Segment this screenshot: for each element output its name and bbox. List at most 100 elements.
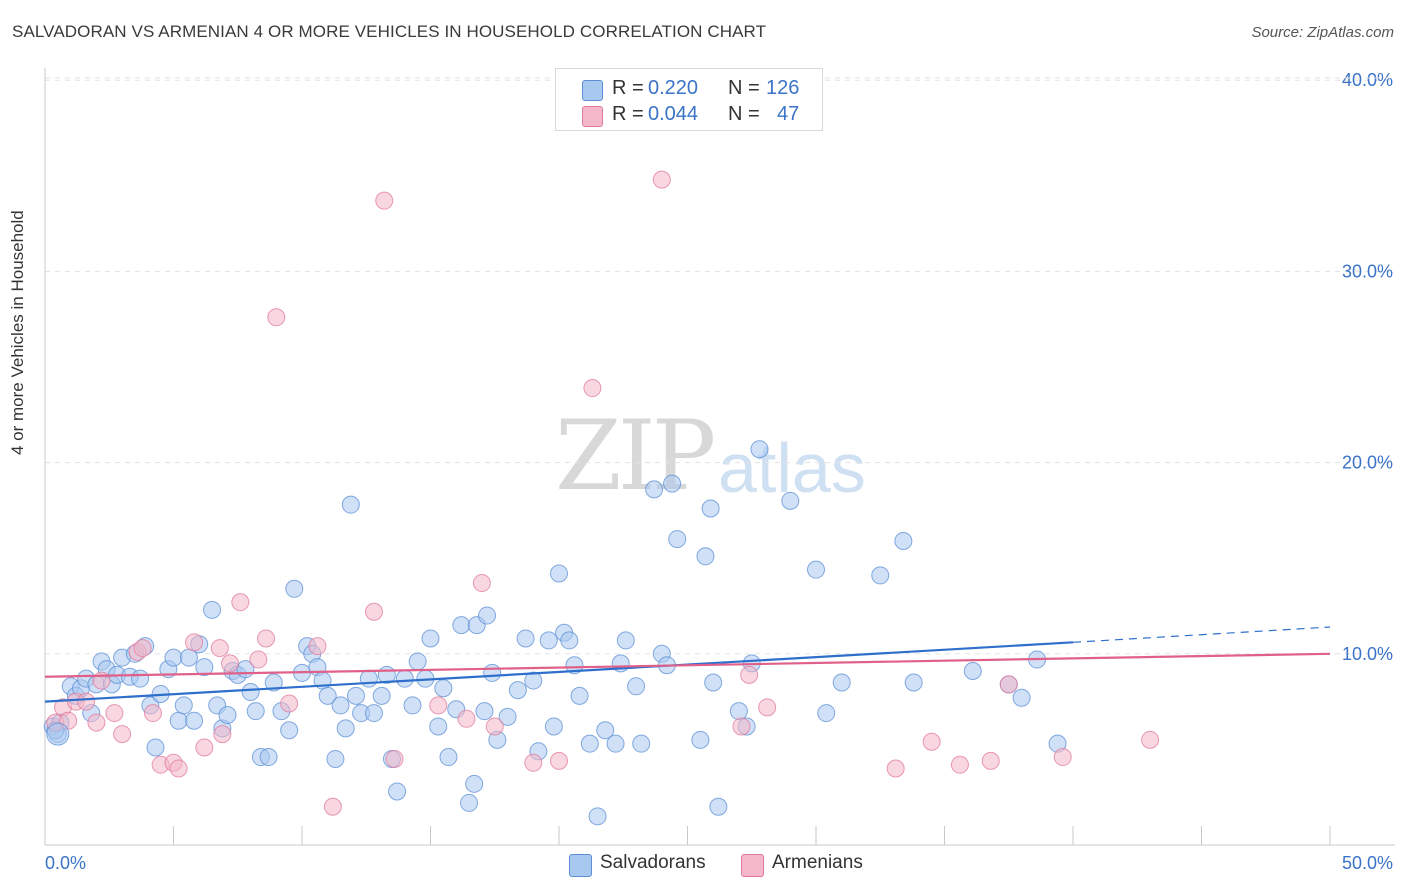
salvadoran-point	[544, 717, 563, 736]
armenian-point	[210, 639, 229, 658]
armenian-point	[221, 654, 240, 673]
armenian-point	[922, 732, 941, 751]
armenian-point	[308, 637, 327, 656]
armenian-point	[485, 717, 504, 736]
salvadoran-point	[963, 662, 982, 681]
armenian-point	[981, 751, 1000, 770]
salvadoran-point	[341, 495, 360, 514]
legend-swatch-salvadorans	[582, 80, 603, 101]
bottom-legend-swatch-salvadorans	[569, 854, 592, 877]
salvadoran-point	[596, 721, 615, 740]
armenian-point	[375, 191, 394, 210]
salvadoran-point	[241, 683, 260, 702]
y-tick-label: 30.0%	[1342, 261, 1393, 281]
salvadoran-point	[359, 669, 378, 688]
salvadoran-trend-line	[44, 641, 1074, 703]
salvadoran-point	[832, 673, 851, 692]
salvadoran-point	[627, 677, 646, 696]
legend-swatch-armenians	[582, 106, 603, 127]
armenian-point	[143, 704, 162, 723]
armenian-point	[472, 574, 491, 593]
chart-source: Source: ZipAtlas.com	[1251, 24, 1394, 41]
legend-r-value: 0.220	[648, 77, 699, 99]
x-tick-label: 0.0%	[45, 853, 86, 873]
salvadoran-trend-line-extension	[1072, 626, 1331, 643]
armenian-point	[195, 738, 214, 757]
salvadoran-point	[1012, 688, 1031, 707]
salvadoran-point	[580, 734, 599, 753]
armenian-point	[524, 753, 543, 772]
salvadoran-point	[218, 705, 237, 724]
salvadoran-point	[565, 656, 584, 675]
salvadoran-point	[701, 499, 720, 518]
armenian-point	[583, 379, 602, 398]
salvadoran-point	[668, 530, 687, 549]
salvadoran-point	[465, 774, 484, 793]
salvadoran-point	[516, 629, 535, 648]
salvadoran-point	[388, 782, 407, 801]
salvadoran-point	[318, 686, 337, 705]
salvadoran-point	[691, 730, 710, 749]
y-tick-label: 20.0%	[1342, 453, 1393, 473]
salvadoran-point	[421, 629, 440, 648]
armenian-point	[886, 759, 905, 778]
armenian-point	[267, 308, 286, 327]
salvadoran-point	[478, 606, 497, 625]
armenian-point	[1141, 730, 1160, 749]
salvadoran-point	[439, 748, 458, 767]
salvadoran-point	[483, 663, 502, 682]
armenian-point	[429, 696, 448, 715]
legend-n-label: N =	[728, 103, 760, 125]
armenian-point	[385, 749, 404, 768]
x-tick-label: 50.0%	[1342, 853, 1393, 873]
legend-r-label: R =	[612, 103, 644, 125]
salvadoran-point	[560, 631, 579, 650]
armenian-trend-line	[44, 652, 1331, 678]
salvadoran-point	[539, 631, 558, 650]
armenian-point	[457, 709, 476, 728]
salvadoran-point	[807, 560, 825, 579]
bottom-legend-label-armenians: Armenians	[772, 852, 863, 873]
salvadoran-point	[570, 686, 589, 705]
salvadoran-point	[663, 474, 682, 493]
armenian-point	[280, 694, 299, 713]
salvadoran-point	[264, 673, 283, 692]
salvadoran-point	[169, 711, 188, 730]
salvadoran-point	[606, 734, 625, 753]
armenian-point	[999, 675, 1018, 694]
salvadoran-point	[259, 748, 278, 767]
salvadoran-point	[164, 648, 183, 667]
salvadoran-point	[696, 547, 715, 566]
armenian-point	[231, 593, 250, 612]
y-tick-label: 40.0%	[1342, 70, 1393, 90]
salvadoran-point	[750, 440, 769, 459]
salvadoran-point	[408, 652, 427, 671]
armenian-point	[550, 751, 568, 770]
salvadoran-point	[498, 707, 517, 726]
armenian-point	[169, 759, 188, 778]
salvadoran-point	[904, 673, 923, 692]
salvadoran-point	[645, 480, 664, 499]
salvadoran-point	[203, 600, 222, 619]
armenian-point	[185, 633, 204, 652]
armenian-point	[758, 698, 777, 717]
armenian-point	[87, 713, 106, 732]
legend-n-label: N =	[728, 77, 760, 99]
salvadoran-point	[524, 671, 543, 690]
armenian-point	[257, 629, 276, 648]
salvadoran-point	[632, 734, 651, 753]
salvadoran-point	[429, 717, 448, 736]
legend-n-value: 126	[766, 77, 800, 99]
salvadoran-point	[326, 749, 345, 768]
salvadoran-point	[452, 616, 471, 635]
salvadoran-point	[475, 702, 494, 721]
salvadoran-point	[331, 696, 350, 715]
y-axis-title: 4 or more Vehicles in Household	[8, 210, 27, 455]
salvadoran-point	[781, 491, 800, 510]
armenian-point	[652, 170, 671, 189]
armenian-point	[105, 704, 124, 723]
armenian-point	[323, 797, 342, 816]
armenian-point	[213, 725, 232, 744]
salvadoran-point	[729, 702, 748, 721]
